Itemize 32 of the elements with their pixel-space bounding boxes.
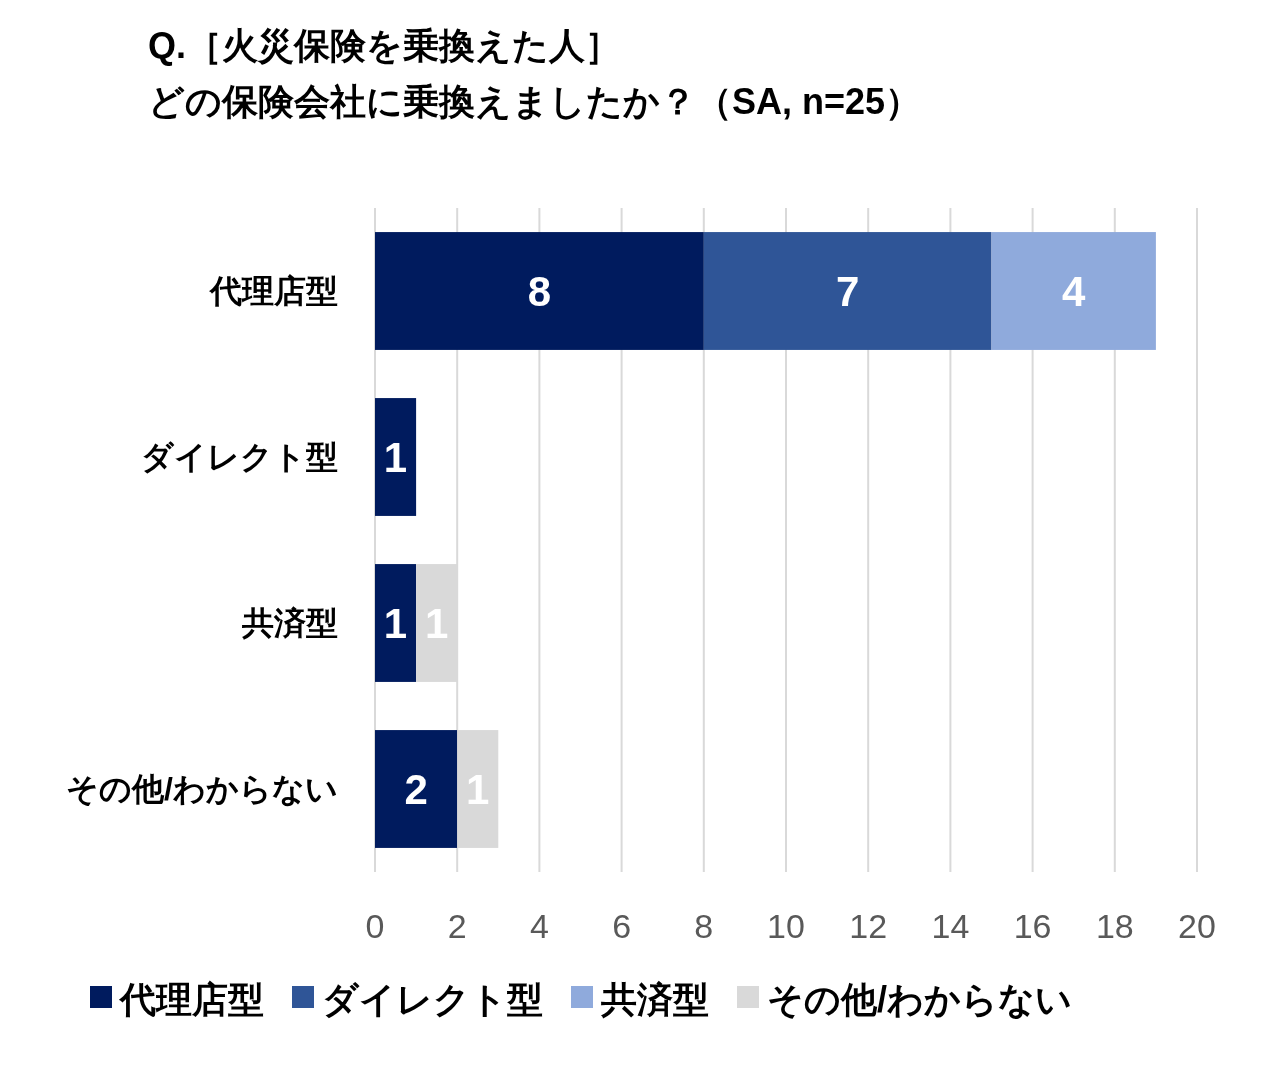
x-tick-label: 20 (1178, 907, 1216, 945)
x-tick-label: 4 (529, 907, 549, 945)
data-label: 8 (527, 268, 552, 315)
data-label: 7 (835, 268, 860, 315)
data-label: 1 (383, 434, 408, 481)
x-tick-label: 0 (365, 907, 385, 945)
x-tick-label: 10 (767, 907, 805, 945)
bar (375, 232, 704, 350)
legend-label: 共済型 (600, 979, 709, 1020)
bar (375, 398, 417, 516)
x-tick-label: 2 (447, 907, 467, 945)
bar (375, 564, 417, 682)
bar (991, 232, 1156, 350)
y-tick-label: 代理店型 (208, 273, 338, 309)
x-tick-label: 16 (1013, 907, 1052, 945)
legend-label: その他/わからない (767, 979, 1073, 1020)
legend-label: ダイレクト型 (322, 979, 543, 1020)
bar (703, 232, 992, 350)
data-label: 4 (1062, 268, 1087, 315)
y-tick-label: 共済型 (241, 605, 338, 641)
y-tick-label: ダイレクト型 (141, 439, 338, 475)
bar (375, 730, 458, 848)
chart-title: Q.［火災保険を乗換えた人］ (148, 25, 622, 66)
y-tick-label: その他/わからない (66, 771, 338, 807)
x-tick-label: 14 (931, 907, 970, 945)
x-tick-label: 6 (612, 907, 632, 945)
x-tick-label: 12 (849, 907, 888, 945)
data-label: 1 (383, 600, 408, 647)
x-tick-label: 18 (1095, 907, 1134, 945)
chart-subtitle: どの保険会社に乗換えましたか？（SA, n=25） (148, 81, 922, 122)
data-label: 2 (404, 766, 428, 813)
x-tick-label: 8 (694, 907, 714, 945)
